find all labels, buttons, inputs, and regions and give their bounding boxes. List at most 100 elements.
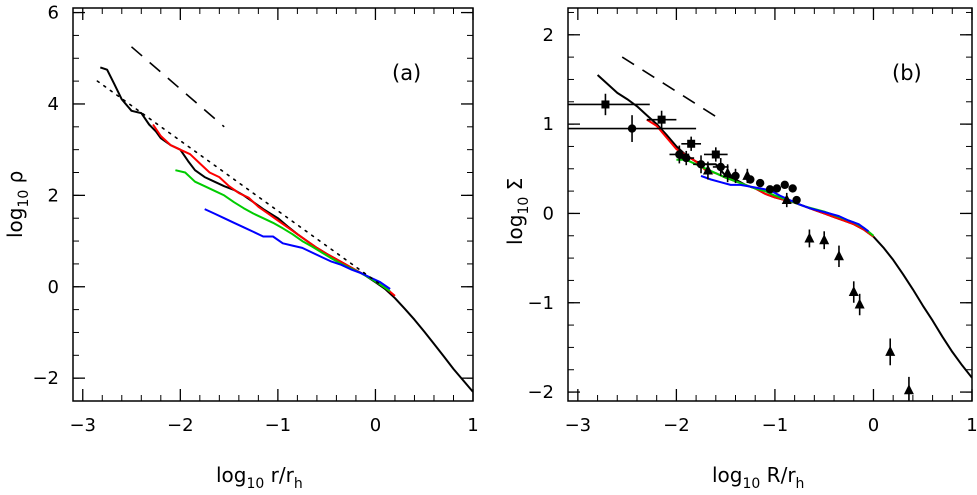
y-tick-label: 2 (48, 185, 59, 206)
y-tick-label: 6 (48, 3, 59, 24)
panel-b-xlabel-sub: 10 (743, 476, 761, 492)
circle-marker (731, 171, 740, 181)
data-point-circle (788, 184, 797, 193)
series-line-1 (99, 66, 473, 393)
panel-b-xlabel-sub2: h (796, 476, 805, 492)
x-tick-label: 1 (966, 415, 977, 436)
y-tick-label: 0 (543, 203, 554, 224)
data-point-square (681, 136, 702, 151)
panel-a-plot-area (96, 46, 473, 393)
y-tick-label: −1 (527, 293, 554, 314)
y-tick-label: 4 (48, 94, 59, 115)
x-tick-label: −3 (565, 415, 592, 436)
x-tick-label: −1 (762, 415, 789, 436)
triangle-marker (742, 169, 753, 180)
data-point-triangle (903, 376, 914, 401)
triangle-marker (819, 234, 830, 245)
data-point-circle (765, 185, 775, 194)
series-line-4 (204, 208, 391, 290)
circle-marker (675, 150, 684, 159)
data-point-triangle (833, 245, 844, 268)
x-tick-label: −2 (663, 415, 690, 436)
panel-a-frame (72, 7, 474, 402)
x-tick-label: −3 (69, 415, 96, 436)
y-tick-label: 1 (543, 114, 554, 135)
panel-a-xlabel-sub: 10 (247, 476, 265, 492)
x-tick-label: 0 (868, 415, 879, 436)
triangle-marker (781, 194, 792, 205)
series-line-5 (621, 56, 722, 121)
panel-a-ylabel-sub: 10 (16, 190, 32, 208)
panel-a-xlabel-sub2: h (294, 476, 303, 492)
panel-b-ylabel-main: log (503, 215, 527, 246)
data-point-square (646, 110, 677, 129)
data-point-triangle (722, 164, 733, 183)
circle-marker (780, 180, 789, 190)
triangle-marker (903, 384, 914, 395)
triangle-marker (804, 232, 815, 243)
panel-a-ticks: −3 −2 −1 0 1 −2 0 2 4 6 (32, 3, 478, 436)
panel-b-frame (567, 7, 973, 402)
circle-marker (772, 184, 782, 193)
triangle-marker (833, 250, 844, 261)
y-tick-label: 0 (48, 277, 59, 298)
panel-a-xlabel: log10 r/rh (216, 463, 303, 492)
panel-b-xlabel-main: log (712, 463, 743, 487)
series-line-2 (646, 118, 875, 238)
data-point-triangle (819, 231, 830, 250)
triangle-marker (702, 164, 713, 175)
data-point-square (568, 93, 650, 116)
circle-marker (792, 195, 801, 205)
data-point-triangle (885, 338, 896, 366)
data-point-circle (568, 115, 697, 142)
panel-b-ylabel: log10 Σ (503, 178, 532, 245)
series-line-3 (175, 169, 391, 293)
panel-a-xlabel-main: log (216, 463, 247, 487)
data-point-circle (693, 155, 709, 174)
series-line-5 (96, 80, 382, 286)
data-point-circle (792, 195, 801, 205)
y-tick-label: −2 (527, 382, 554, 403)
data-point-triangle (854, 293, 865, 316)
circle-marker (627, 124, 637, 133)
triangle-marker (848, 286, 859, 297)
data-point-triangle (804, 229, 815, 248)
panel-b-ticks: −3 −2 −1 0 1 −2 −1 0 1 2 (527, 8, 977, 436)
square-marker (657, 115, 666, 124)
circle-marker (716, 162, 725, 172)
panel-b-xlabel-rest: R/r (760, 463, 796, 487)
x-tick-label: 1 (467, 415, 478, 436)
triangle-marker (854, 298, 865, 309)
data-point-circle (780, 180, 789, 190)
square-marker (601, 100, 610, 109)
circle-marker (755, 178, 765, 188)
data-point-circle (772, 184, 782, 193)
data-point-circle (731, 168, 740, 184)
panel-b-plot-area (568, 56, 972, 401)
panel-a-ylabel-rest: ρ (3, 171, 27, 190)
data-point-circle (755, 178, 765, 188)
data-point-circle (712, 158, 729, 176)
series-line-6 (130, 46, 225, 128)
panel-b-tag: (b) (892, 61, 922, 85)
panel-b-ylabel-rest: Σ (503, 178, 527, 197)
panel-a-tag: (a) (392, 61, 421, 85)
panel-b-xlabel: log10 R/rh (712, 463, 804, 492)
x-tick-label: −2 (167, 415, 194, 436)
x-tick-label: −1 (265, 415, 292, 436)
circle-marker (788, 184, 797, 193)
panel-a-ylabel: log10 ρ (3, 171, 32, 238)
circle-marker (765, 185, 775, 194)
triangle-marker (722, 167, 733, 178)
square-marker (711, 150, 720, 159)
y-tick-label: −2 (32, 368, 59, 389)
panel-a-xlabel-rest: r/r (264, 463, 294, 487)
series-line-2 (152, 123, 396, 297)
x-tick-label: 0 (370, 415, 381, 436)
series-line-4 (700, 174, 870, 233)
data-point-triangle (742, 168, 753, 184)
data-point-circle (678, 150, 695, 166)
